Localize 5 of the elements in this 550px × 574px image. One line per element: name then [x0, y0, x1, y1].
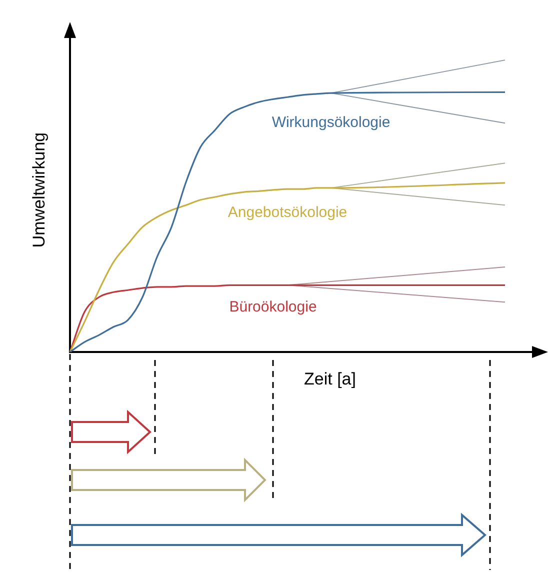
y-axis-title: Umweltwirkung — [30, 132, 49, 248]
series-label: Angebotsökologie — [228, 204, 348, 222]
series-label: Büroökologie — [229, 298, 317, 316]
x-axis-title: Zeit [a] — [304, 370, 356, 389]
series-label: Wirkungsökologie — [272, 114, 390, 132]
